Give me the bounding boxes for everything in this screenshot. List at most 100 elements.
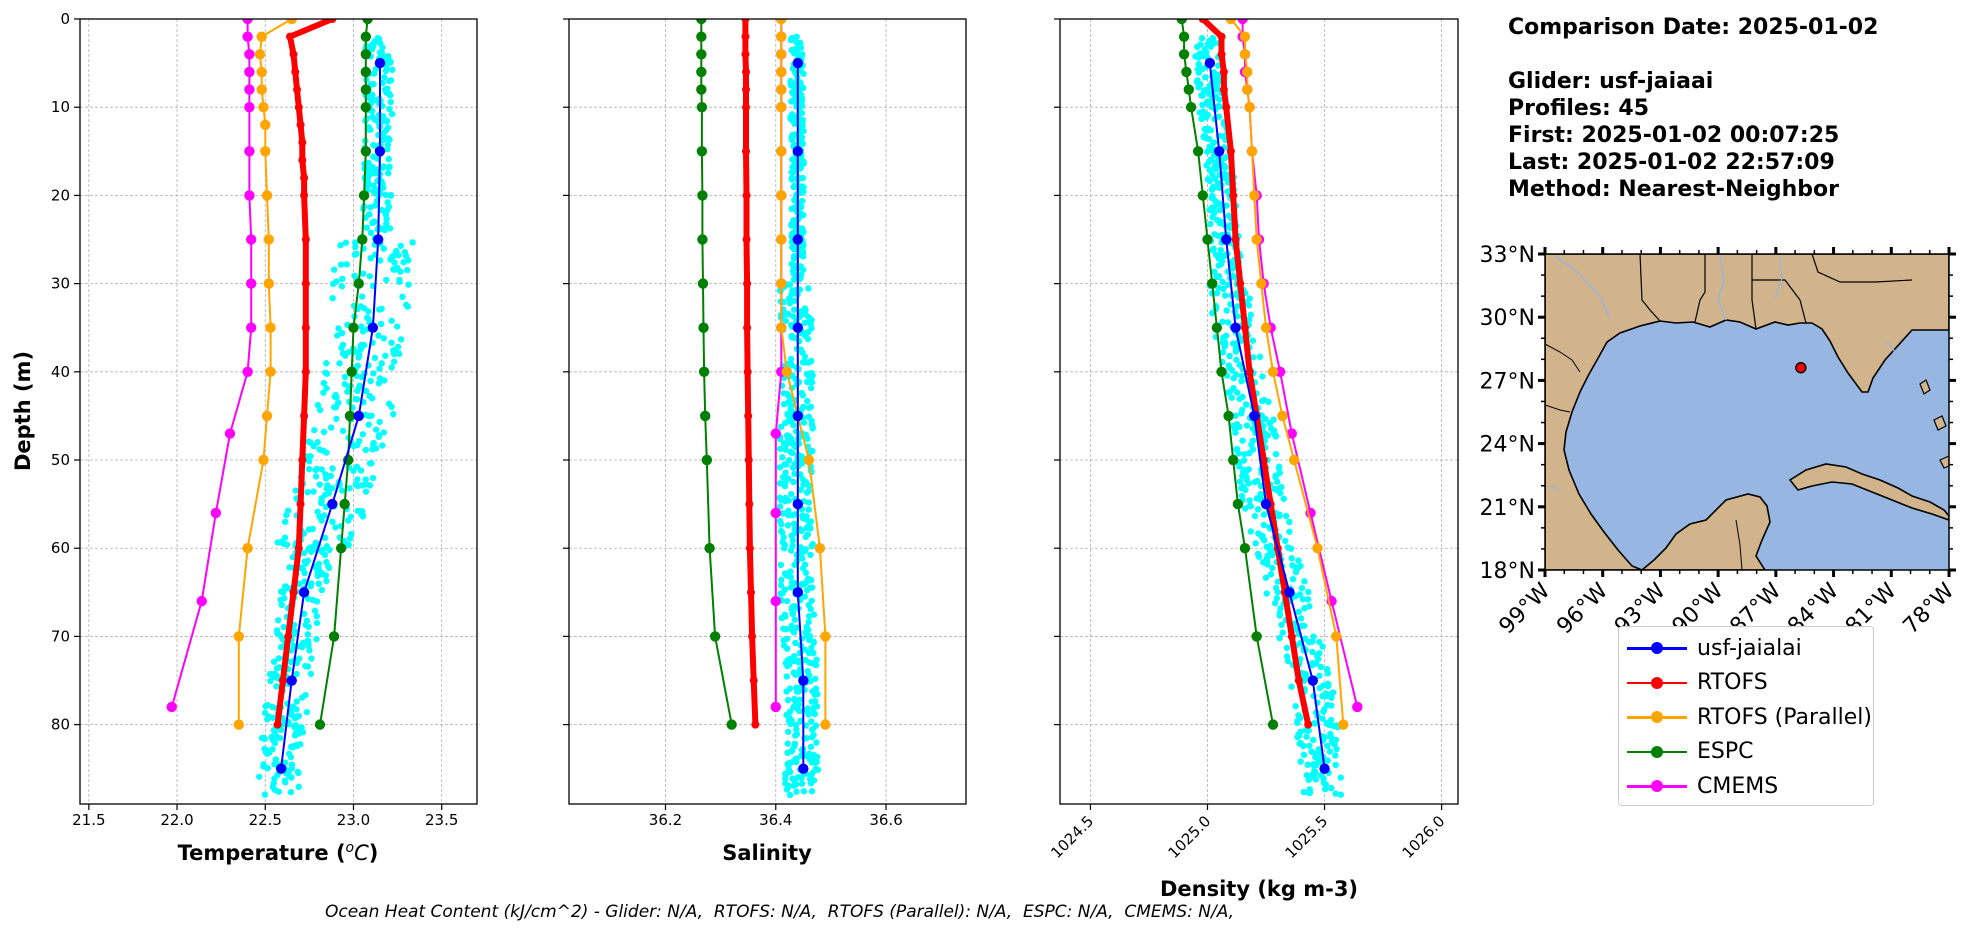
glider-scatter-point	[790, 478, 797, 486]
glider-scatter-point	[808, 325, 815, 332]
glider-scatter-point	[1326, 748, 1334, 755]
series-point-rtofs-parallel	[1246, 146, 1258, 157]
glider-scatter-point	[1198, 35, 1206, 42]
glider-scatter-point	[380, 163, 387, 170]
series-point-espc	[1267, 719, 1279, 730]
glider-scatter-point	[400, 259, 407, 266]
glider-scatter-point	[311, 426, 318, 434]
series-point-rtofs	[741, 85, 750, 94]
glider-scatter-point	[808, 357, 815, 365]
salinity-depth-ticks	[563, 18, 569, 726]
glider-scatter-point	[1315, 746, 1322, 753]
glider-scatter-point	[1201, 111, 1208, 118]
series-point-espc	[314, 719, 326, 730]
glider-scatter-point	[800, 253, 807, 260]
glider-scatter-point	[1246, 497, 1253, 504]
series-point-espc	[328, 631, 340, 642]
glider-scatter-point	[352, 243, 359, 251]
glider-scatter-point	[328, 485, 336, 492]
series-point-espc	[701, 454, 713, 466]
glider-scatter-point	[1300, 788, 1307, 796]
series-point-usf-jaialai	[367, 322, 379, 333]
glider-scatter-point	[810, 611, 818, 618]
glider-scatter-point	[281, 777, 289, 785]
glider-scatter-point	[1209, 39, 1217, 46]
glider-scatter-point	[300, 610, 308, 618]
series-point-rtofs	[1294, 676, 1303, 685]
series-point-rtofs	[328, 19, 337, 23]
glider-scatter-point	[316, 513, 323, 520]
glider-scatter-point	[1270, 427, 1278, 434]
glider-scatter-point	[1303, 771, 1311, 779]
glider-scatter-point	[1319, 715, 1326, 722]
glider-scatter-point	[356, 382, 364, 389]
glider-scatter-point	[788, 532, 795, 539]
series-point-usf-jaialai	[792, 498, 804, 510]
glider-scatter-point	[1223, 307, 1230, 314]
series-point-rtofs	[743, 279, 752, 288]
series-point-rtofs-parallel	[803, 454, 815, 466]
glider-scatter-point	[1327, 730, 1334, 738]
glider-scatter-point	[807, 525, 814, 532]
series-point-cmems	[224, 428, 236, 439]
glider-scatter-point	[788, 603, 796, 611]
glider-scatter-point	[273, 672, 280, 679]
glider-scatter-point	[776, 480, 784, 487]
glider-scatter-point	[305, 623, 312, 631]
glider-scatter-point	[1238, 410, 1245, 417]
glider-scatter-point	[277, 643, 285, 651]
glider-scatter-point	[1292, 703, 1299, 710]
glider-scatter-point	[1258, 397, 1266, 405]
glider-scatter-point	[1321, 734, 1328, 741]
glider-scatter-point	[1294, 565, 1301, 573]
series-point-rtofs-parallel	[1260, 322, 1272, 333]
legend-swatch-espc	[1627, 742, 1687, 762]
series-point-cmems	[770, 595, 781, 607]
glider-scatter-point	[1288, 683, 1295, 690]
series-point-espc	[1176, 19, 1187, 25]
salinity-panel: 36.2 36.4 36.6 Salinity	[563, 18, 967, 865]
density-ticks: 1024.5 1025.0 1025.5 1026.0	[1047, 804, 1448, 862]
glider-scatter-point	[386, 225, 394, 232]
glider-scatter-point	[787, 547, 795, 554]
glider-scatter-point	[790, 520, 798, 527]
glider-scatter-point	[784, 662, 791, 670]
series-point-rtofs-parallel	[776, 234, 787, 245]
x-tick-label: 36.4	[759, 811, 792, 829]
series-point-usf-jaialai	[1204, 57, 1216, 69]
glider-scatter-point	[1278, 621, 1285, 629]
glider-scatter-point	[1238, 377, 1245, 385]
glider-scatter-point	[366, 392, 373, 400]
series-point-espc	[344, 410, 356, 422]
glider-scatter-point	[802, 569, 810, 576]
glider-scatter-point	[390, 410, 397, 418]
series-point-usf-jaialai	[275, 763, 287, 774]
glider-scatter-point	[280, 623, 288, 631]
glider-scatter-point	[1332, 790, 1339, 797]
series-point-rtofs	[743, 367, 752, 376]
glider-scatter-point	[1224, 171, 1231, 178]
glider-scatter-point	[1221, 341, 1229, 349]
map-lon-label: 78°W	[1899, 578, 1960, 639]
glider-scatter-point	[1219, 349, 1227, 356]
series-point-espc	[1197, 190, 1209, 201]
legend-swatch-rtofs-parallel	[1627, 707, 1687, 727]
glider-scatter-point	[795, 701, 802, 708]
glider-scatter-point	[811, 698, 819, 705]
glider-scatter-point	[803, 378, 811, 386]
glider-scatter-point	[1240, 483, 1247, 490]
map-land	[1545, 254, 1949, 570]
glider-scatter-point	[1332, 752, 1339, 759]
glider-scatter-point	[305, 458, 313, 465]
series-point-usf-jaialai	[372, 234, 384, 245]
glider-scatter-point	[286, 772, 293, 780]
glider-scatter-point	[1296, 591, 1304, 598]
glider-scatter-point	[307, 452, 314, 460]
glider-scatter-point	[1208, 186, 1216, 193]
y-tick-label: 30	[51, 275, 70, 293]
series-point-usf-jaialai	[1214, 146, 1225, 157]
glider-scatter-point	[318, 586, 326, 594]
glider-scatter-point	[278, 601, 285, 609]
glider-scatter-point	[797, 455, 805, 463]
glider-scatter-point	[302, 560, 310, 567]
